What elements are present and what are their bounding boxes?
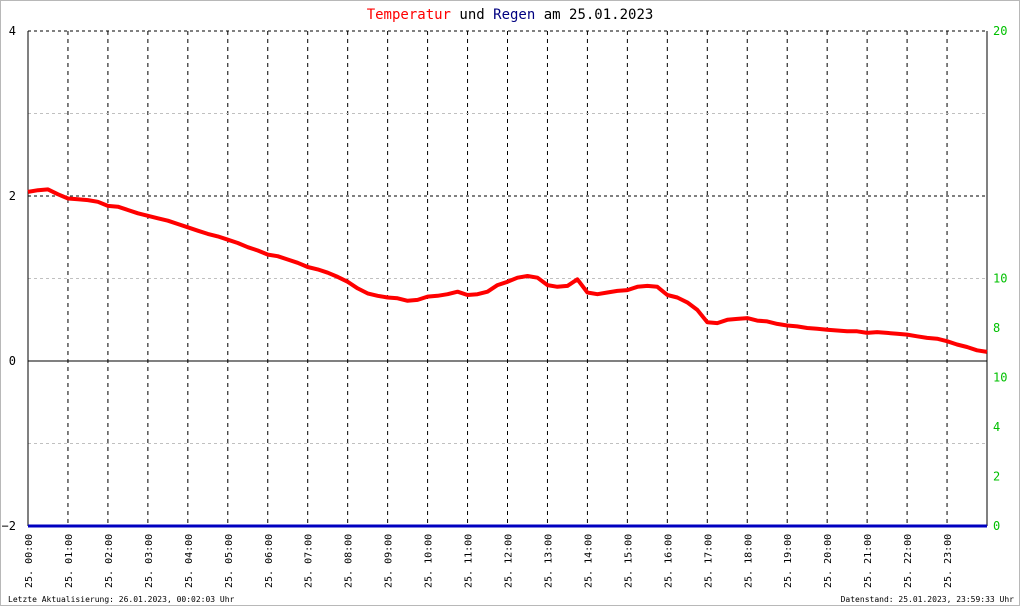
x-tick-label: 25. 08:00	[344, 534, 355, 588]
x-tick-label: 25. 05:00	[224, 534, 235, 588]
axes	[27, 31, 988, 526]
x-tick-label: 25. 20:00	[823, 534, 834, 588]
y-right-tick-label: 10	[993, 272, 1007, 286]
x-tick-label: 25. 09:00	[384, 534, 395, 588]
x-tick-label: 25. 01:00	[64, 534, 75, 588]
footer-right: Datenstand: 25.01.2023, 23:59:33 Uhr	[841, 595, 1015, 604]
y-left-tick-label: 2	[9, 189, 16, 203]
y-left-tick-label: −2	[2, 519, 16, 533]
x-tick-label: 25. 23:00	[943, 534, 954, 588]
x-tick-label: 25. 06:00	[264, 534, 275, 588]
x-tick-label: 25. 16:00	[663, 534, 674, 588]
x-tick-label: 25. 13:00	[543, 534, 554, 588]
x-tick-label: 25. 10:00	[424, 534, 435, 588]
x-tick-label: 25. 19:00	[783, 534, 794, 588]
y-right-tick-label: 0	[993, 519, 1000, 533]
chart-title: Temperatur und Regen am 25.01.2023	[367, 7, 654, 23]
x-axis-labels: 25. 00:00 25. 01:00 25. 02:00 25. 03:00 25. …	[24, 534, 954, 588]
y-right-tick-label: 20	[993, 24, 1007, 38]
x-tick-label: 25. 00:00	[24, 534, 35, 588]
x-tick-label: 25. 07:00	[304, 534, 315, 588]
x-tick-label: 25. 03:00	[144, 534, 155, 588]
x-tick-label: 25. 14:00	[583, 534, 594, 588]
x-tick-label: 25. 15:00	[623, 534, 634, 588]
title-part-0: Temperatur	[367, 7, 451, 23]
title-part-2: Regen	[493, 7, 535, 23]
title-part-3: am 25.01.2023	[535, 7, 653, 23]
y-right-tick-label: 8	[993, 321, 1000, 335]
x-tick-label: 25. 18:00	[743, 534, 754, 588]
series-line-temperatur	[27, 187, 988, 354]
x-tick-label: 25. 17:00	[703, 534, 714, 588]
title-part-1: und	[451, 7, 493, 23]
y-right-tick-label: 10	[993, 371, 1007, 385]
y-left-tick-label: 0	[9, 354, 16, 368]
y-left-tick-label: 4	[9, 24, 16, 38]
footer-left: Letzte Aktualisierung: 26.01.2023, 00:02…	[8, 595, 235, 604]
x-tick-label: 25. 21:00	[863, 534, 874, 588]
y-right-tick-label: 2	[993, 470, 1000, 484]
data-series	[27, 187, 988, 528]
y-axis-left-labels: 4 2 0 −2	[2, 24, 16, 533]
x-tick-label: 25. 04:00	[184, 534, 195, 588]
grid-lines	[28, 30, 987, 526]
x-tick-label: 25. 22:00	[903, 534, 914, 588]
x-tick-label: 25. 02:00	[104, 534, 115, 588]
x-tick-label: 25. 11:00	[464, 534, 475, 588]
y-right-tick-label: 4	[993, 420, 1000, 434]
x-tick-label: 25. 12:00	[504, 534, 515, 588]
